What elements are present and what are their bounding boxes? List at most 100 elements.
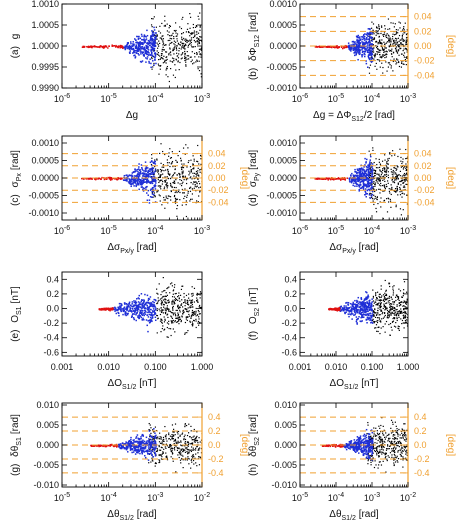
data-point-black — [393, 301, 396, 303]
data-point-black — [191, 321, 193, 323]
data-point-black — [164, 299, 166, 301]
data-point-black — [376, 164, 378, 166]
data-point-blue — [368, 51, 371, 54]
data-point-blue — [126, 47, 128, 50]
data-point-blue — [370, 61, 373, 63]
data-point-blue — [141, 47, 144, 50]
data-point-black — [164, 20, 166, 22]
data-point-black — [186, 58, 188, 60]
data-point-red — [118, 45, 120, 47]
data-point-black — [374, 185, 376, 187]
data-point-black — [371, 196, 373, 199]
data-point-black — [199, 291, 202, 293]
data-point-black — [371, 27, 373, 29]
data-point-black — [178, 172, 180, 175]
data-point-black — [397, 45, 400, 48]
data-point-black — [403, 317, 405, 319]
data-point-black — [391, 308, 394, 310]
data-point-black — [389, 37, 391, 39]
data-point-black — [386, 41, 389, 43]
data-point-black — [195, 24, 198, 27]
data-point-black — [183, 179, 185, 181]
data-point-blue — [345, 302, 347, 304]
data-point-black — [394, 311, 397, 313]
data-point-black — [405, 291, 408, 293]
data-point-blue — [154, 163, 157, 165]
data-point-black — [389, 28, 391, 30]
data-point-blue — [141, 172, 144, 175]
data-point-black — [158, 45, 160, 47]
data-point-black — [185, 182, 188, 185]
data-point-blue — [358, 301, 361, 303]
data-point-blue — [130, 41, 132, 43]
data-point-black — [183, 311, 185, 313]
data-point-blue — [150, 167, 152, 170]
data-point-blue — [145, 38, 148, 40]
data-point-black — [379, 303, 382, 305]
data-point-blue — [124, 313, 126, 316]
data-point-black — [161, 57, 164, 59]
data-point-blue — [148, 310, 150, 312]
data-point-blue — [154, 313, 156, 315]
data-point-black — [401, 162, 403, 165]
data-point-black — [175, 442, 177, 444]
data-point-black — [169, 157, 172, 159]
data-point-black — [167, 197, 169, 200]
y-axis-label: (b) δΦS12[rad] — [248, 12, 261, 80]
data-point-blue — [368, 185, 371, 187]
data-point-black — [385, 185, 388, 188]
data-point-red — [319, 177, 321, 180]
data-point-blue — [130, 185, 132, 188]
data-point-blue — [343, 308, 346, 311]
data-point-black — [170, 334, 172, 337]
data-point-blue — [152, 35, 154, 37]
data-point-black — [393, 34, 396, 36]
data-point-black — [190, 299, 192, 302]
data-point-black — [187, 46, 189, 48]
data-point-blue — [357, 47, 360, 50]
data-point-red — [86, 45, 88, 48]
data-point-blue — [358, 169, 361, 171]
data-point-blue — [367, 180, 369, 182]
data-point-blue — [124, 303, 126, 305]
data-point-blue — [137, 183, 140, 186]
x-tick-label: 1.000 — [191, 362, 214, 372]
data-point-black — [161, 304, 163, 306]
data-point-black — [172, 174, 175, 176]
data-point-black — [391, 178, 393, 180]
data-point-black — [198, 306, 200, 308]
data-point-red — [330, 308, 332, 310]
data-point-blue — [366, 301, 368, 303]
data-point-black — [160, 318, 162, 320]
deg-tick-label: -0.04 — [414, 70, 435, 80]
data-point-blue — [147, 180, 150, 182]
data-point-black — [167, 177, 169, 180]
data-point-black — [380, 32, 382, 35]
data-point-black — [178, 319, 181, 321]
data-point-black — [378, 317, 380, 319]
data-point-black — [166, 336, 168, 338]
data-point-black — [391, 48, 393, 50]
data-point-blue — [367, 51, 369, 54]
data-point-black — [385, 53, 387, 55]
data-point-black — [168, 44, 170, 46]
data-point-black — [166, 314, 168, 316]
data-point-blue — [346, 306, 348, 309]
data-point-black — [151, 26, 153, 28]
data-point-red — [346, 177, 349, 179]
data-point-black — [375, 31, 377, 33]
data-point-blue — [140, 182, 143, 184]
data-point-blue — [149, 176, 152, 178]
data-point-black — [192, 164, 194, 166]
data-point-blue — [361, 167, 363, 170]
data-point-blue — [130, 305, 132, 307]
data-point-black — [377, 299, 379, 301]
data-point-blue — [368, 167, 370, 170]
plot-frame — [61, 271, 203, 357]
data-point-blue — [359, 309, 362, 311]
data-point-black — [156, 292, 158, 294]
data-point-blue — [358, 188, 360, 191]
data-point-black — [182, 181, 184, 183]
data-point-black — [392, 320, 395, 322]
data-point-red — [328, 177, 331, 180]
